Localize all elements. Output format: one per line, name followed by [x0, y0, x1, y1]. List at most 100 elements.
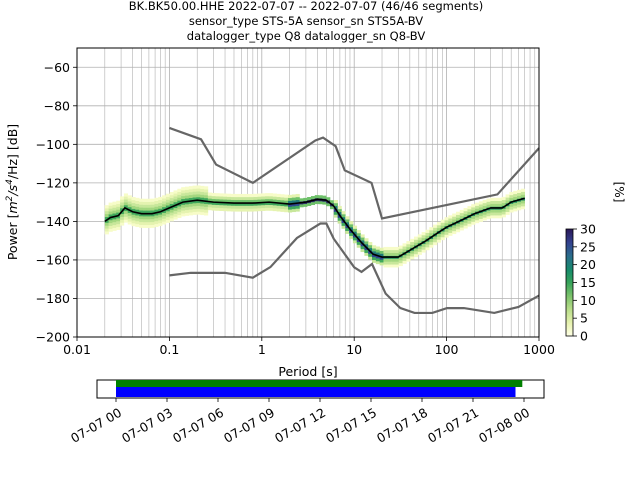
heatmap-cell	[410, 241, 415, 245]
heatmap-cell	[383, 252, 388, 256]
timeline-tick-label: 07-07 06	[170, 405, 226, 446]
heatmap-cell	[181, 207, 186, 211]
heatmap-cell	[219, 207, 224, 211]
heatmap-cell	[158, 199, 163, 203]
heatmap-cell	[123, 196, 129, 200]
heatmap-cell	[429, 241, 434, 245]
heatmap-cell	[112, 201, 117, 205]
heatmap-cell	[116, 220, 121, 225]
heatmap-cell	[196, 191, 201, 195]
heatmap-cell	[253, 193, 258, 197]
heatmap-cell	[192, 197, 197, 201]
heatmap-cell	[196, 202, 201, 206]
heatmap-cell	[513, 193, 518, 197]
heatmap-cell	[142, 218, 148, 223]
heatmap-cell	[490, 197, 495, 201]
heatmap-cell	[520, 194, 525, 198]
heatmap-cell	[337, 211, 342, 215]
heatmap-cell	[379, 247, 384, 251]
colorbar-scale	[565, 228, 574, 337]
heatmap-cell	[448, 226, 453, 231]
heatmap-cell	[123, 213, 129, 217]
heatmap-cell	[364, 243, 369, 248]
heatmap-cell	[249, 199, 254, 203]
heatmap-cell	[478, 218, 483, 222]
heatmap-cell	[356, 241, 361, 245]
heatmap-cell	[142, 213, 148, 217]
heatmap-cell	[177, 211, 182, 216]
heatmap-cell	[181, 204, 186, 208]
heatmap-cell	[475, 220, 480, 224]
heatmap-cell	[112, 221, 117, 226]
heatmap-cell	[120, 216, 125, 220]
heatmap-cell	[360, 240, 365, 244]
heatmap-cell	[501, 214, 506, 218]
heatmap-cell	[154, 223, 159, 227]
heatmap-cell	[150, 198, 155, 202]
heatmap-cell	[188, 197, 193, 201]
heatmap-cell	[387, 252, 392, 256]
heatmap-cell	[127, 206, 132, 211]
heatmap-cell	[463, 210, 468, 215]
heatmap-cell	[204, 194, 209, 199]
heatmap-cell	[192, 208, 197, 212]
heatmap-cell	[268, 198, 274, 203]
heatmap-cell	[162, 195, 167, 199]
heatmap-cell	[188, 189, 193, 193]
heatmap-cell	[154, 215, 159, 219]
heatmap-cell	[276, 199, 281, 203]
heatmap-cell	[207, 198, 212, 202]
heatmap-cell	[497, 215, 503, 219]
heatmap-cell	[184, 212, 190, 216]
heatmap-cell	[158, 202, 163, 206]
heatmap-cell	[230, 202, 235, 206]
heatmap-cell	[391, 264, 396, 268]
heatmap-cell	[162, 209, 167, 213]
heatmap-cell	[494, 197, 499, 201]
heatmap-cell	[391, 249, 396, 254]
heatmap-cell	[261, 207, 266, 211]
heatmap-cell	[383, 264, 388, 268]
heatmap-cell	[162, 203, 167, 208]
heatmap-cell	[162, 201, 167, 205]
heatmap-cell	[448, 229, 453, 233]
heatmap-cell	[177, 214, 182, 218]
chart-title: BK.BK50.00.HHE 2022-07-07 -- 2022-07-07 …	[129, 0, 483, 43]
heatmap-cell	[314, 200, 319, 205]
heatmap-cell	[184, 204, 190, 208]
heatmap-cell	[135, 203, 140, 207]
colorbar-tick-label: 30	[580, 222, 596, 237]
heatmap-cell	[169, 197, 174, 202]
heatmap-cell	[520, 203, 525, 207]
heatmap-cell	[291, 200, 296, 204]
heatmap-cell	[471, 209, 476, 214]
title-line-3: datalogger_type Q8 datalogger_sn Q8-BV	[187, 29, 426, 43]
timeline-tick-label: 07-07 15	[323, 405, 379, 446]
heatmap-cell	[368, 253, 373, 257]
heatmap-cell	[135, 197, 140, 202]
heatmap-cell	[383, 258, 388, 262]
heatmap-cell	[448, 232, 453, 236]
heatmap-cell	[230, 208, 235, 212]
heatmap-cell	[436, 222, 442, 226]
heatmap-cell	[375, 246, 380, 250]
heatmap-cell	[181, 187, 186, 191]
heatmap-cell	[123, 219, 129, 223]
heatmap-cell	[257, 199, 262, 203]
heatmap-cell	[482, 199, 487, 204]
heatmap-cell	[436, 224, 442, 229]
heatmap-cell	[150, 204, 155, 208]
heatmap-cell	[455, 217, 461, 221]
heatmap-cell	[112, 210, 117, 214]
heatmap-cell	[490, 209, 495, 213]
heatmap-cell	[463, 219, 468, 223]
heatmap-cell	[265, 207, 270, 211]
heatmap-cell	[509, 209, 514, 213]
heatmap-cell	[429, 227, 434, 231]
heatmap-cell	[478, 201, 483, 205]
heatmap-cell	[135, 223, 140, 228]
heatmap-cell	[406, 252, 411, 256]
heatmap-cell	[509, 191, 514, 196]
heatmap-cell	[307, 197, 312, 201]
heatmap-cell	[120, 219, 125, 223]
